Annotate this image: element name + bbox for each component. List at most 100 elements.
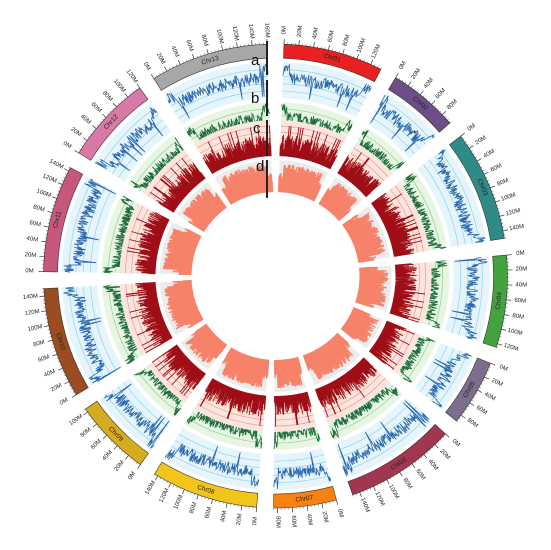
track-c-bg-chr02 <box>337 142 393 197</box>
tick-label-chr07: 80M <box>274 516 280 528</box>
minor-tick-chr13 <box>159 72 161 75</box>
tick-label-chr01: 0M <box>281 26 287 35</box>
minor-tick-chr13 <box>196 55 198 58</box>
track-c-grid-chr04 <box>417 262 426 323</box>
tick-label-chr12: 120M <box>125 69 139 85</box>
track-a-grid-chr01 <box>283 68 370 93</box>
tick-chr07 <box>336 499 339 505</box>
track-a-series-chr01 <box>282 64 372 111</box>
tick-label-chr11: 100M <box>36 188 52 199</box>
minor-tick-chr09 <box>83 408 86 411</box>
track-b-series-chr07 <box>273 413 321 450</box>
minor-tick-chr12 <box>132 90 134 93</box>
tick-label-chr02: 80M <box>446 99 459 111</box>
minor-tick-chr10 <box>70 388 73 390</box>
tick-chr01 <box>356 53 360 59</box>
minor-tick-chr02 <box>425 97 428 100</box>
track-a-grid-chr06 <box>344 416 428 472</box>
minor-tick-chr03 <box>462 137 465 140</box>
track-d-marker <box>266 160 268 198</box>
minor-tick-chr06 <box>437 441 440 444</box>
minor-tick-chr05 <box>471 399 474 401</box>
minor-tick-chr01 <box>363 59 365 62</box>
minor-tick-chr05 <box>463 411 465 414</box>
track-a-grid-chr09 <box>123 382 168 427</box>
minor-tick-chr11 <box>52 204 55 206</box>
chromosome-label-chr07: Chr07 <box>295 494 314 503</box>
track-a-bg-chr01 <box>282 62 373 118</box>
minor-tick-chr02 <box>436 108 439 110</box>
tick-chr02 <box>431 100 436 105</box>
track-a-series-chr11 <box>63 178 116 273</box>
tick-chr13 <box>236 42 238 48</box>
tick-chr09 <box>92 423 98 428</box>
tick-label-chr04: 80M <box>512 313 525 321</box>
tick-chr12 <box>102 113 107 118</box>
tick-label-chr09: 80M <box>80 427 93 439</box>
minor-tick-chr01 <box>380 67 382 70</box>
minor-tick-chr12 <box>118 102 120 105</box>
ideogram-chr01 <box>283 43 382 83</box>
tick-chr07 <box>306 505 309 511</box>
track-c-bars-chr03 <box>371 192 423 257</box>
minor-tick-chr02 <box>422 95 425 98</box>
minor-tick-chr02 <box>439 110 442 113</box>
tick-label-chr12: 20M <box>69 127 82 139</box>
track-a-bg-chr03 <box>417 147 487 247</box>
minor-tick-chr02 <box>444 116 447 118</box>
minor-tick-chr05 <box>482 379 485 382</box>
minor-tick-chr13 <box>189 58 191 61</box>
tick-label-chr07: 20M <box>321 511 329 524</box>
minor-tick-chr08 <box>204 497 206 499</box>
tick-label-chr08: 140M <box>144 480 157 496</box>
minor-tick-chr05 <box>487 369 490 372</box>
track-a-series-chr09 <box>103 383 170 449</box>
track-a-grid-chr05 <box>431 350 461 402</box>
track-a-grid-chr08 <box>175 439 260 469</box>
tick-label-chr02: 0M <box>398 60 407 70</box>
track-a-grid-chr13 <box>166 68 268 101</box>
track-a-series-chr07 <box>273 452 331 489</box>
track-a-grid-chr08 <box>167 452 259 483</box>
tick-label-chr08: 40M <box>220 510 228 523</box>
minor-tick-chr01 <box>367 61 369 64</box>
minor-tick-chr08 <box>176 486 178 489</box>
tick-label-chr09: 40M <box>102 450 114 463</box>
minor-tick-chr10 <box>52 347 55 349</box>
minor-tick-chr13 <box>182 61 184 64</box>
tick-chr10 <box>43 325 49 328</box>
track-c-grid-chr04 <box>412 262 420 321</box>
ideogram-chr12 <box>78 87 149 161</box>
minor-tick-chr06 <box>389 477 392 480</box>
tick-label-chr06: 140M <box>359 497 370 513</box>
minor-tick-chr03 <box>475 156 477 159</box>
track-d-area-chr05 <box>340 306 379 343</box>
minor-tick-chr01 <box>349 54 351 57</box>
minor-tick-chr04 <box>498 339 501 341</box>
minor-tick-chr06 <box>352 494 354 497</box>
tick-chr02 <box>442 111 447 116</box>
tick-label-chr08: 20M <box>236 513 244 525</box>
minor-tick-chr09 <box>118 448 121 450</box>
minor-tick-chr06 <box>440 439 442 441</box>
track-a-grid-chr12 <box>105 113 159 171</box>
tick-label-chr06: 40M <box>427 459 439 472</box>
minor-tick-chr13 <box>162 71 164 73</box>
minor-tick-chr03 <box>487 180 489 182</box>
tick-chr11 <box>47 210 53 214</box>
track-b-marker <box>266 80 268 116</box>
track-a-series-chr12 <box>94 107 164 172</box>
track-a-grid-chr03 <box>423 164 459 246</box>
minor-tick-chr08 <box>190 492 192 494</box>
tick-chr02 <box>419 90 424 95</box>
minor-tick-chr09 <box>92 420 95 423</box>
track-c-bars-chr12 <box>149 157 206 213</box>
minor-tick-chr13 <box>200 54 202 57</box>
minor-tick-chr10 <box>72 391 75 393</box>
track-c-label: c <box>253 120 261 137</box>
track-a-grid-chr05 <box>419 345 448 393</box>
minor-tick-chr08 <box>193 493 196 496</box>
tick-label-chr02: 40M <box>423 77 435 90</box>
minor-tick-chr03 <box>471 150 473 152</box>
